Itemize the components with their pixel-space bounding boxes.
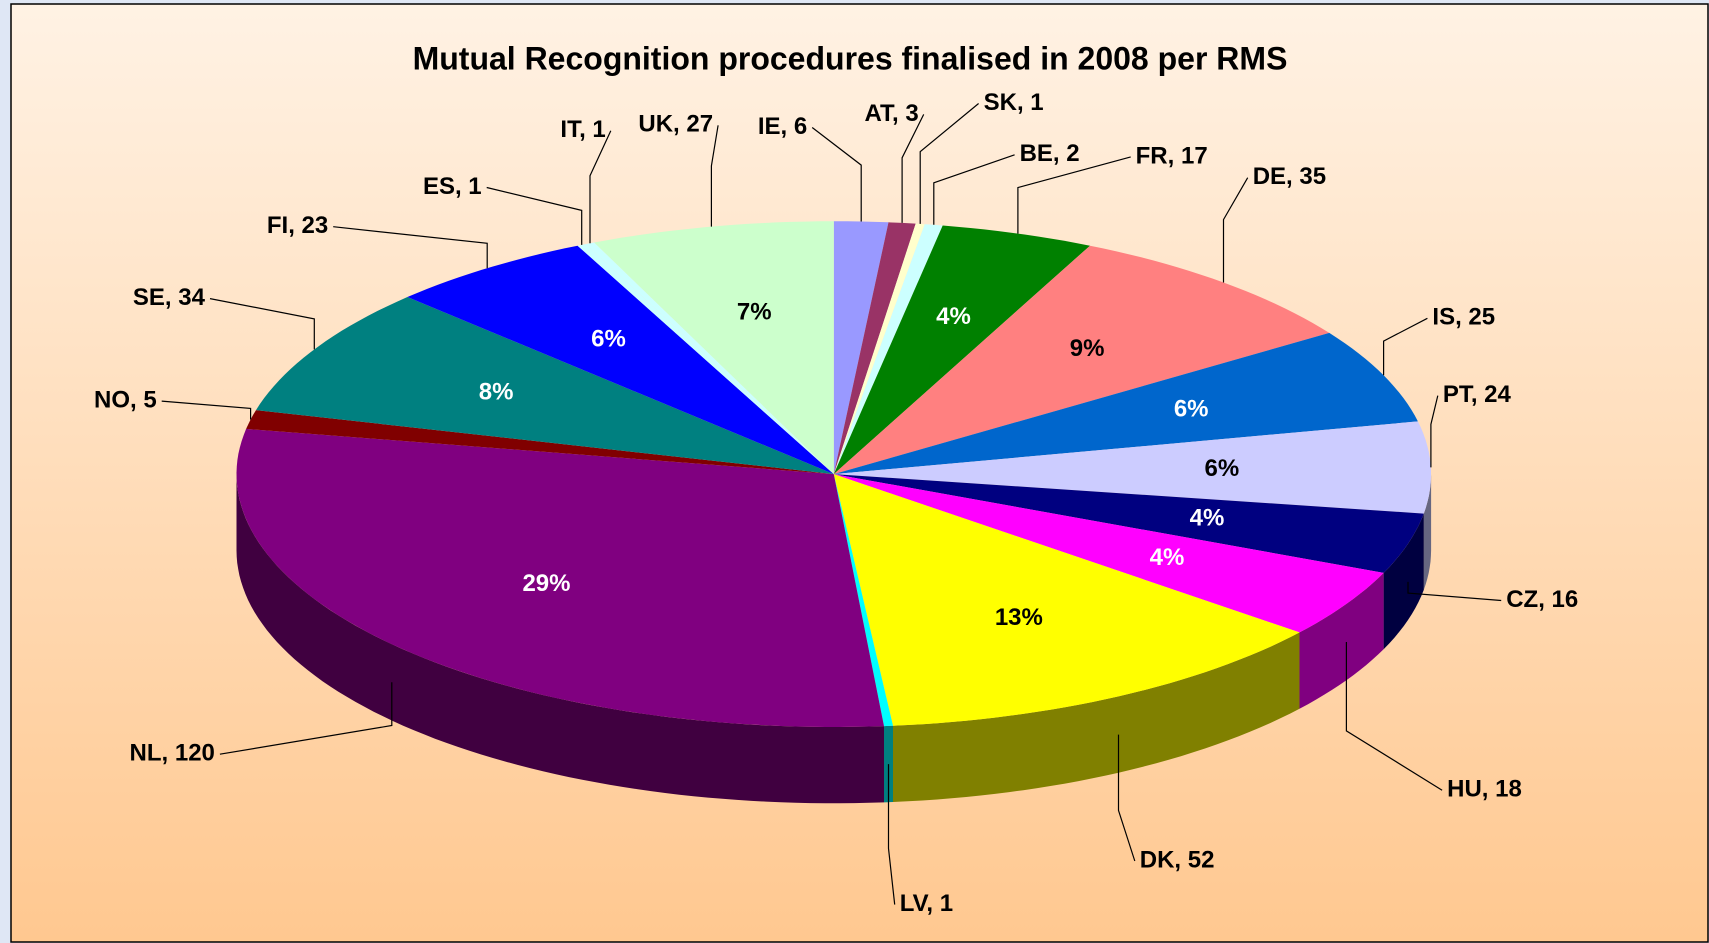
percent-label: 4% <box>1190 505 1225 532</box>
percent-label: 29% <box>522 570 570 597</box>
leader-line <box>1345 642 1443 791</box>
category-label: ES, 1 <box>423 173 482 200</box>
category-label: HU, 18 <box>1447 776 1522 803</box>
category-label: SE, 34 <box>133 284 206 311</box>
leader-line <box>811 127 862 222</box>
category-label: NL, 120 <box>130 740 215 767</box>
percent-label: 13% <box>995 604 1043 631</box>
slice <box>833 223 925 475</box>
slice <box>236 428 884 727</box>
slice-side <box>1383 513 1424 650</box>
percent-label: 9% <box>1070 335 1105 362</box>
percent-label: 6% <box>1174 395 1209 422</box>
leader-line <box>161 400 252 420</box>
leader-line <box>1407 581 1502 602</box>
slice <box>246 410 834 475</box>
slice <box>407 245 834 475</box>
leader-line <box>219 682 393 755</box>
slice <box>833 421 1431 514</box>
leader-line <box>589 130 612 244</box>
category-label: SK, 1 <box>984 89 1044 116</box>
slice <box>833 222 916 475</box>
leader-line <box>710 125 719 227</box>
leader-line <box>901 114 925 223</box>
slice <box>833 245 1330 475</box>
category-label: IS, 25 <box>1432 304 1495 331</box>
slice <box>833 474 1424 573</box>
leader-line <box>1117 734 1136 862</box>
percent-label: 4% <box>936 303 971 330</box>
slice <box>577 244 834 475</box>
category-label: AT, 3 <box>864 100 918 127</box>
slice <box>594 221 834 475</box>
slice <box>833 332 1418 475</box>
leader-line <box>1222 177 1249 283</box>
percent-label: 7% <box>737 299 772 326</box>
leader-line <box>209 298 315 350</box>
leader-line <box>919 103 979 224</box>
category-label: FI, 23 <box>267 212 328 239</box>
leader-line <box>887 764 896 905</box>
category-label: PT, 24 <box>1443 381 1512 408</box>
slice-side <box>1299 572 1384 709</box>
leader-line <box>933 154 1015 225</box>
percent-label: 6% <box>591 326 626 353</box>
category-label: UK, 27 <box>638 111 713 138</box>
category-label: DK, 52 <box>1140 846 1215 873</box>
percent-label: 4% <box>1150 544 1185 571</box>
slice <box>833 225 1090 475</box>
category-label: NO, 5 <box>94 386 157 413</box>
slice <box>833 474 1384 633</box>
slice <box>833 221 889 475</box>
percent-label: 6% <box>1205 455 1240 482</box>
category-label: DE, 35 <box>1253 163 1326 190</box>
slice <box>833 224 943 475</box>
slice-side <box>236 474 884 804</box>
leader-line <box>1017 156 1131 234</box>
category-label: BE, 2 <box>1020 140 1080 167</box>
percent-label: 8% <box>479 378 514 405</box>
category-label: CZ, 16 <box>1506 586 1578 613</box>
leader-line <box>486 186 583 245</box>
slice <box>833 474 893 727</box>
leader-line <box>1430 395 1439 468</box>
category-label: FR, 17 <box>1136 142 1208 169</box>
slice-side <box>884 725 893 803</box>
slice-side <box>1423 474 1432 590</box>
leader-line <box>333 226 488 269</box>
slice <box>585 242 834 475</box>
chart-title: Mutual Recognition procedures finalised … <box>413 40 1288 76</box>
slice <box>256 297 834 475</box>
slice <box>833 474 1300 726</box>
category-label: IT, 1 <box>560 116 605 143</box>
leader-line <box>1382 317 1428 376</box>
category-label: IE, 6 <box>758 113 807 140</box>
category-label: LV, 1 <box>900 890 953 917</box>
slice-side <box>893 632 1300 802</box>
